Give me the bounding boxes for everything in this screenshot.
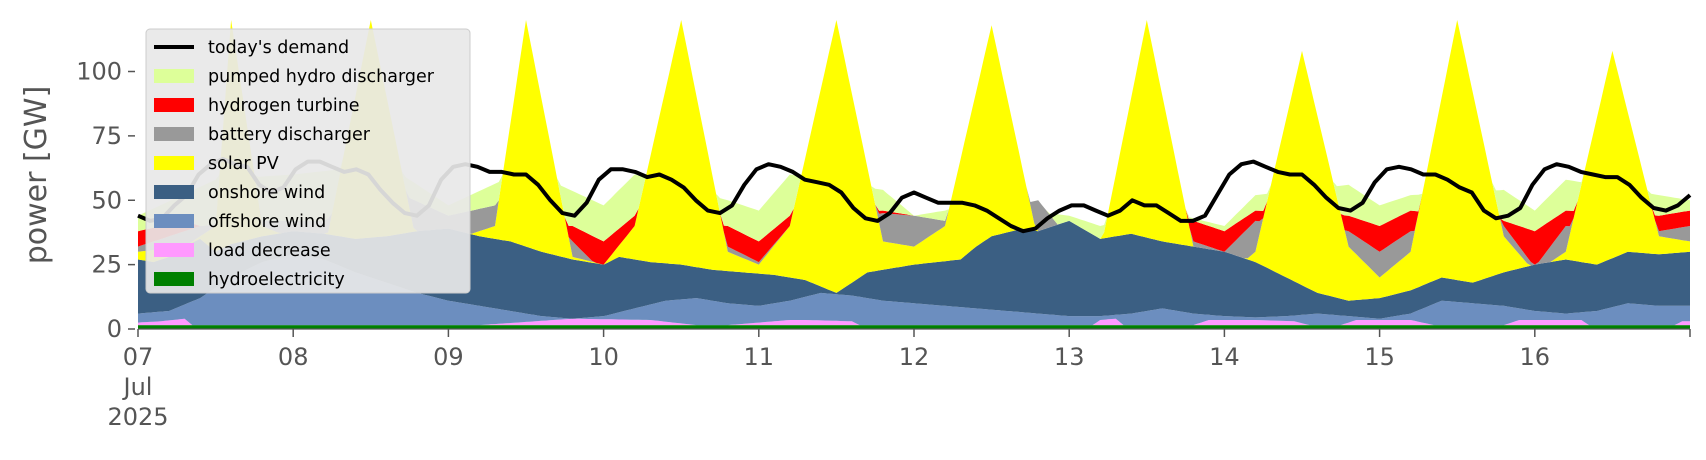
legend-item: load decrease: [154, 241, 331, 261]
legend-item: hydroelectricity: [154, 270, 345, 290]
legend-item: battery discharger: [154, 125, 371, 145]
legend-item: onshore wind: [154, 183, 325, 203]
x-tick-label: 08: [278, 343, 309, 371]
x-tick-label: 15: [1364, 343, 1395, 371]
x-tick-label: 14: [1209, 343, 1240, 371]
legend-label: hydrogen turbine: [208, 96, 360, 116]
legend-item: offshore wind: [154, 212, 326, 232]
legend-swatch: [154, 69, 194, 83]
x-tick-label: 16: [1520, 343, 1551, 371]
area-solar-PV: [138, 20, 1690, 301]
legend-swatch: [154, 272, 194, 286]
legend-label: battery discharger: [208, 125, 371, 145]
legend-label: onshore wind: [208, 183, 325, 203]
x-tick-label: 10: [588, 343, 619, 371]
y-tick-label: 25: [91, 251, 122, 279]
legend-item: hydrogen turbine: [154, 96, 360, 116]
x-tick-label: 2025: [107, 403, 168, 431]
legend-item: today's demand: [154, 38, 349, 58]
x-tick-label: 11: [744, 343, 775, 371]
legend-swatch: [154, 243, 194, 257]
legend-swatch: [154, 156, 194, 170]
area-onshore-wind: [138, 220, 1690, 319]
area-hydroelectricity: [138, 325, 1690, 329]
x-tick-label: 13: [1054, 343, 1085, 371]
legend-label: load decrease: [208, 241, 331, 261]
legend-swatch: [154, 127, 194, 141]
x-tick-label: 07: [123, 343, 154, 371]
y-tick-label: 100: [76, 58, 122, 86]
legend-swatch: [154, 185, 194, 199]
x-tick-label: 09: [433, 343, 464, 371]
legend-item: solar PV: [154, 154, 279, 174]
legend-label: pumped hydro discharger: [208, 67, 435, 87]
legend-label: offshore wind: [208, 212, 326, 232]
legend: today's demand pumped hydro discharger hyd…: [145, 28, 471, 294]
legend-swatch: [154, 98, 194, 112]
y-tick-label: 0: [107, 315, 122, 343]
legend-label: today's demand: [208, 38, 349, 58]
legend-swatch: [154, 214, 194, 228]
y-tick-label: 50: [91, 186, 122, 214]
legend-box: [145, 28, 471, 294]
area-hydrogen-turbine: [138, 20, 1690, 265]
area-battery-discharger: [138, 20, 1690, 278]
y-axis-label: power [GW]: [19, 86, 54, 265]
plot-areas: [138, 20, 1690, 329]
legend-label: solar PV: [208, 154, 279, 174]
area-load-decrease: [138, 318, 1690, 326]
legend-label: hydroelectricity: [208, 270, 345, 290]
legend-item: pumped hydro discharger: [154, 67, 435, 87]
x-tick-label: Jul: [122, 373, 153, 401]
x-tick-label: 12: [899, 343, 930, 371]
y-tick-label: 75: [91, 122, 122, 150]
